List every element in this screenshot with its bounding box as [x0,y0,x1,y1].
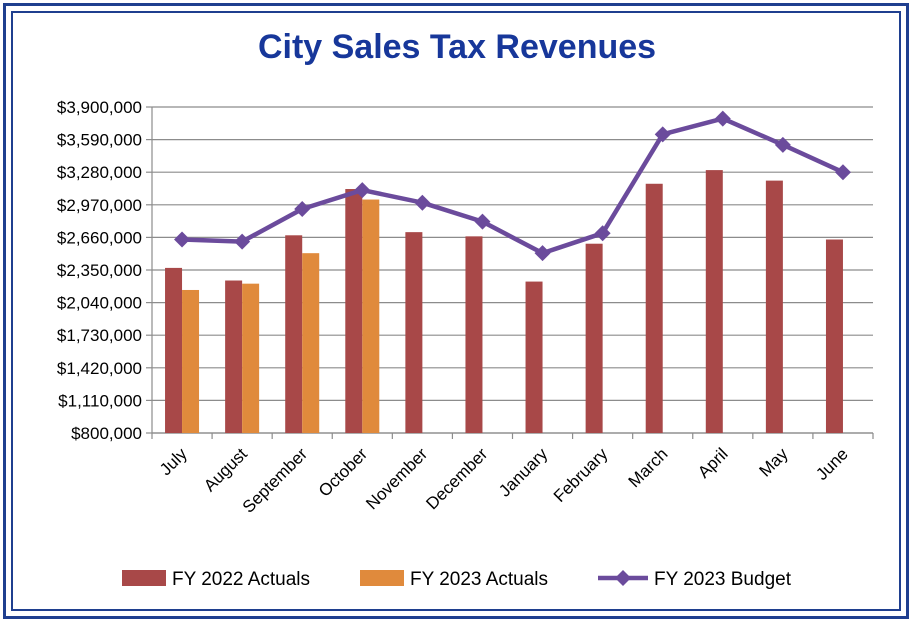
x-tick-label: October [315,444,371,500]
bar-fy2022-actuals [405,232,423,433]
marker-fy2023-budget [594,225,611,242]
y-tick-label: $2,970,000 [57,196,142,215]
bar-fy2022-actuals [465,236,483,433]
marker-fy2023-budget [774,136,791,153]
legend-label: FY 2023 Actuals [410,569,548,590]
bar-fy2022-actuals [585,243,603,433]
y-tick-label: $1,420,000 [57,359,142,378]
bar-fy2022-actuals [765,180,783,433]
bar-fy2022-actuals [285,235,303,433]
y-tick-label: $1,730,000 [57,326,142,345]
x-tick-label: November [362,444,431,513]
legend-label: FY 2023 Budget [654,569,792,590]
y-tick-label: $2,350,000 [57,261,142,280]
marker-fy2023-budget [714,110,731,127]
bar-fy2023-actuals [362,199,380,433]
marker-fy2023-budget [174,231,191,248]
x-tick-label: December [422,444,491,513]
marker-fy2023-budget [654,126,671,143]
y-tick-label: $3,900,000 [57,98,142,117]
x-tick-label: February [550,444,612,506]
marker-fy2023-budget [234,233,251,250]
bar-fy2022-actuals [525,281,543,433]
marker-fy2023-budget [474,213,491,230]
bar-fy2023-actuals [182,289,200,433]
y-tick-label: $800,000 [71,424,142,443]
marker-fy2023-budget [534,245,551,262]
bar-fy2022-actuals [825,239,843,433]
bar-fy2023-actuals [242,283,260,433]
x-tick-label: May [756,444,792,480]
bar-fy2022-actuals [225,280,243,433]
chart-title: City Sales Tax Revenues [257,28,657,66]
x-tick-label: April [694,444,731,481]
bar-fy2023-actuals [302,253,320,433]
legend-marker [615,570,631,586]
legend-swatch [360,570,404,586]
chart-frame-outer [3,3,909,619]
x-tick-label: January [495,444,552,501]
x-tick-label: August [200,444,251,495]
legend-swatch [122,570,166,586]
x-tick-label: September [239,444,311,516]
chart-frame-inner [11,11,901,611]
y-tick-label: $3,590,000 [57,131,142,150]
x-tick-label: March [625,444,672,491]
bar-fy2022-actuals [645,183,663,433]
y-tick-label: $1,110,000 [58,391,142,410]
y-tick-label: $2,040,000 [57,294,142,313]
x-tick-label: June [812,444,852,484]
marker-fy2023-budget [834,164,851,181]
bar-fy2022-actuals [165,267,183,433]
bar-fy2022-actuals [345,189,363,433]
line-fy2023-budget [181,116,844,256]
x-tick-label: July [156,444,191,479]
marker-fy2023-budget [354,182,371,199]
y-tick-label: $3,280,000 [57,163,142,182]
bar-fy2022-actuals [705,170,723,433]
y-tick-label: $2,660,000 [57,228,142,247]
marker-fy2023-budget [294,201,311,218]
marker-fy2023-budget [414,194,431,211]
legend-label: FY 2022 Actuals [172,569,310,590]
